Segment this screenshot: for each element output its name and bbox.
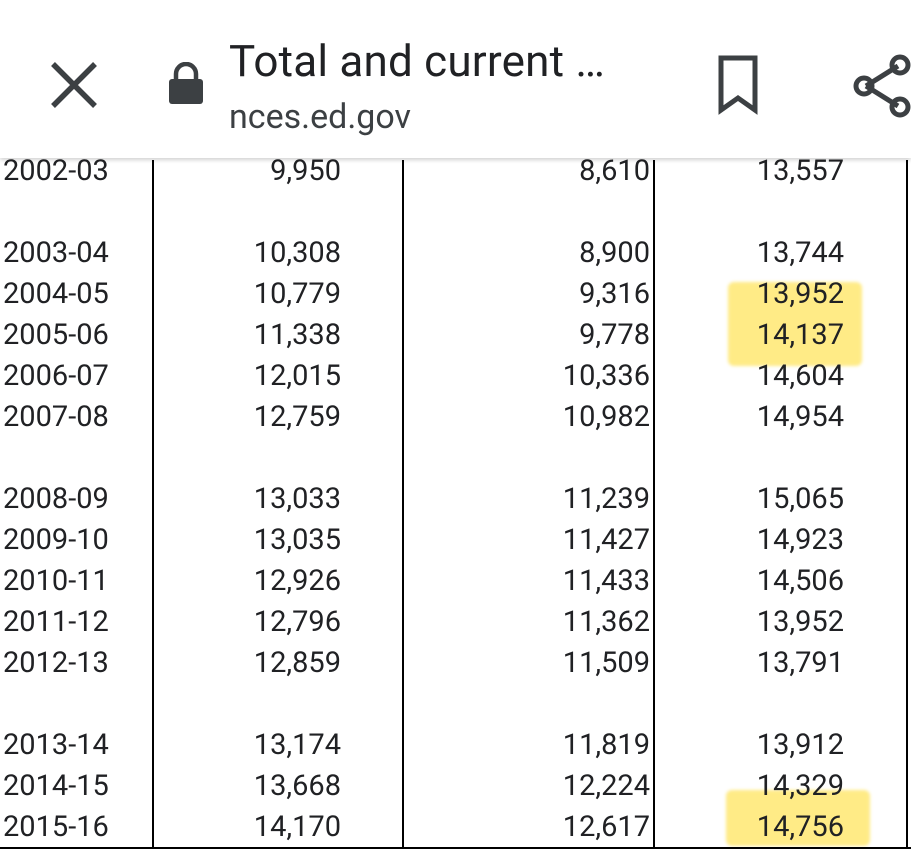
table-row: 2012-13 12,859 11,509 13,791 <box>0 643 911 683</box>
cell-current: 11,362 <box>562 605 650 639</box>
cell-year: 2004-05 <box>3 277 109 311</box>
cell-total: 12,859 <box>253 646 341 680</box>
cell-total: 12,926 <box>253 564 341 598</box>
page-domain: nces.ed.gov <box>229 97 411 137</box>
cell-current: 8,900 <box>579 236 650 270</box>
cell-current: 10,982 <box>562 400 650 434</box>
column-divider <box>402 160 404 849</box>
table-row: 2007-08 12,759 10,982 14,954 <box>0 397 911 437</box>
cell-constant: 15,065 <box>756 482 844 516</box>
cell-year: 2007-08 <box>3 400 109 434</box>
cell-current: 11,239 <box>562 482 650 516</box>
share-button[interactable] <box>852 54 911 118</box>
cell-year: 2014-15 <box>3 769 109 803</box>
page-title: Total and current … <box>229 35 605 87</box>
cell-total: 14,170 <box>253 810 341 844</box>
cell-year: 2015-16 <box>3 810 109 844</box>
close-icon <box>51 62 97 108</box>
table-row: 2003-04 10,308 8,900 13,744 <box>0 233 911 273</box>
column-divider <box>653 160 655 849</box>
cell-constant: 13,952 <box>756 605 844 639</box>
cell-total: 10,308 <box>253 236 341 270</box>
table-row: 2006-07 12,015 10,336 14,604 <box>0 356 911 396</box>
table-bottom-border <box>0 847 911 849</box>
cell-year: 2009-10 <box>3 523 109 557</box>
cell-current: 12,224 <box>562 769 650 803</box>
table-row: 2015-16 14,170 12,617 14,756 <box>0 807 911 847</box>
cell-current: 11,509 <box>562 646 650 680</box>
cell-current: 11,427 <box>562 523 650 557</box>
cell-current: 10,336 <box>562 359 650 393</box>
cell-year: 2010-11 <box>3 564 109 598</box>
column-divider <box>152 160 154 849</box>
cell-year: 2005-06 <box>3 318 109 352</box>
cell-total: 13,668 <box>253 769 341 803</box>
cell-constant: 13,952 <box>756 277 844 311</box>
bookmark-icon <box>718 55 758 115</box>
cell-constant: 14,506 <box>756 564 844 598</box>
table-row: 2014-15 13,668 12,224 14,329 <box>0 766 911 806</box>
cell-constant: 13,744 <box>756 236 844 270</box>
cell-current: 9,778 <box>579 318 650 352</box>
table-row: 2004-05 10,779 9,316 13,952 <box>0 274 911 314</box>
cell-year: 2011-12 <box>3 605 109 639</box>
cell-total: 11,338 <box>253 318 341 352</box>
cell-constant: 14,329 <box>756 769 844 803</box>
cell-current: 12,617 <box>562 810 650 844</box>
highlight-mark <box>726 790 870 846</box>
cell-year: 2006-07 <box>3 359 109 393</box>
table-row: 2011-12 12,796 11,362 13,952 <box>0 602 911 642</box>
cell-constant: 14,923 <box>756 523 844 557</box>
table-row: 2010-11 12,926 11,433 14,506 <box>0 561 911 601</box>
cell-total: 12,759 <box>253 400 341 434</box>
cell-total: 12,796 <box>253 605 341 639</box>
cell-year: 2013-14 <box>3 728 109 762</box>
cell-constant: 13,557 <box>756 154 844 188</box>
bookmark-button[interactable] <box>713 54 763 116</box>
cell-year: 2008-09 <box>3 482 109 516</box>
cell-year: 2012-13 <box>3 646 109 680</box>
custom-tab-toolbar: Total and current … nces.ed.gov <box>0 0 911 158</box>
cell-constant: 14,954 <box>756 400 844 434</box>
cell-total: 9,950 <box>270 154 341 188</box>
cell-current: 9,316 <box>579 277 650 311</box>
close-button[interactable] <box>46 57 102 113</box>
cell-constant: 14,756 <box>756 810 844 844</box>
cell-year: 2002-03 <box>3 154 109 188</box>
cell-current: 8,610 <box>579 154 650 188</box>
cell-current: 11,433 <box>562 564 650 598</box>
site-info-button[interactable] <box>166 61 206 106</box>
table-row: 2009-10 13,035 11,427 14,923 <box>0 520 911 560</box>
share-icon <box>853 54 911 118</box>
cell-total: 13,035 <box>253 523 341 557</box>
cell-constant: 13,791 <box>756 646 844 680</box>
cell-current: 11,819 <box>562 728 650 762</box>
cell-constant: 13,912 <box>756 728 844 762</box>
table-row: 2005-06 11,338 9,778 14,137 <box>0 315 911 355</box>
cell-constant: 14,137 <box>756 318 844 352</box>
table-row: 2002-03 9,950 8,610 13,557 <box>0 151 911 191</box>
cell-total: 13,174 <box>253 728 341 762</box>
cell-total: 12,015 <box>253 359 341 393</box>
table-row: 2008-09 13,033 11,239 15,065 <box>0 479 911 519</box>
cell-total: 13,033 <box>253 482 341 516</box>
column-divider <box>906 160 908 849</box>
cell-total: 10,779 <box>253 277 341 311</box>
highlight-mark <box>728 282 862 366</box>
cell-year: 2003-04 <box>3 236 109 270</box>
cell-constant: 14,604 <box>756 359 844 393</box>
lock-icon <box>169 61 203 104</box>
table-row: 2013-14 13,174 11,819 13,912 <box>0 725 911 765</box>
